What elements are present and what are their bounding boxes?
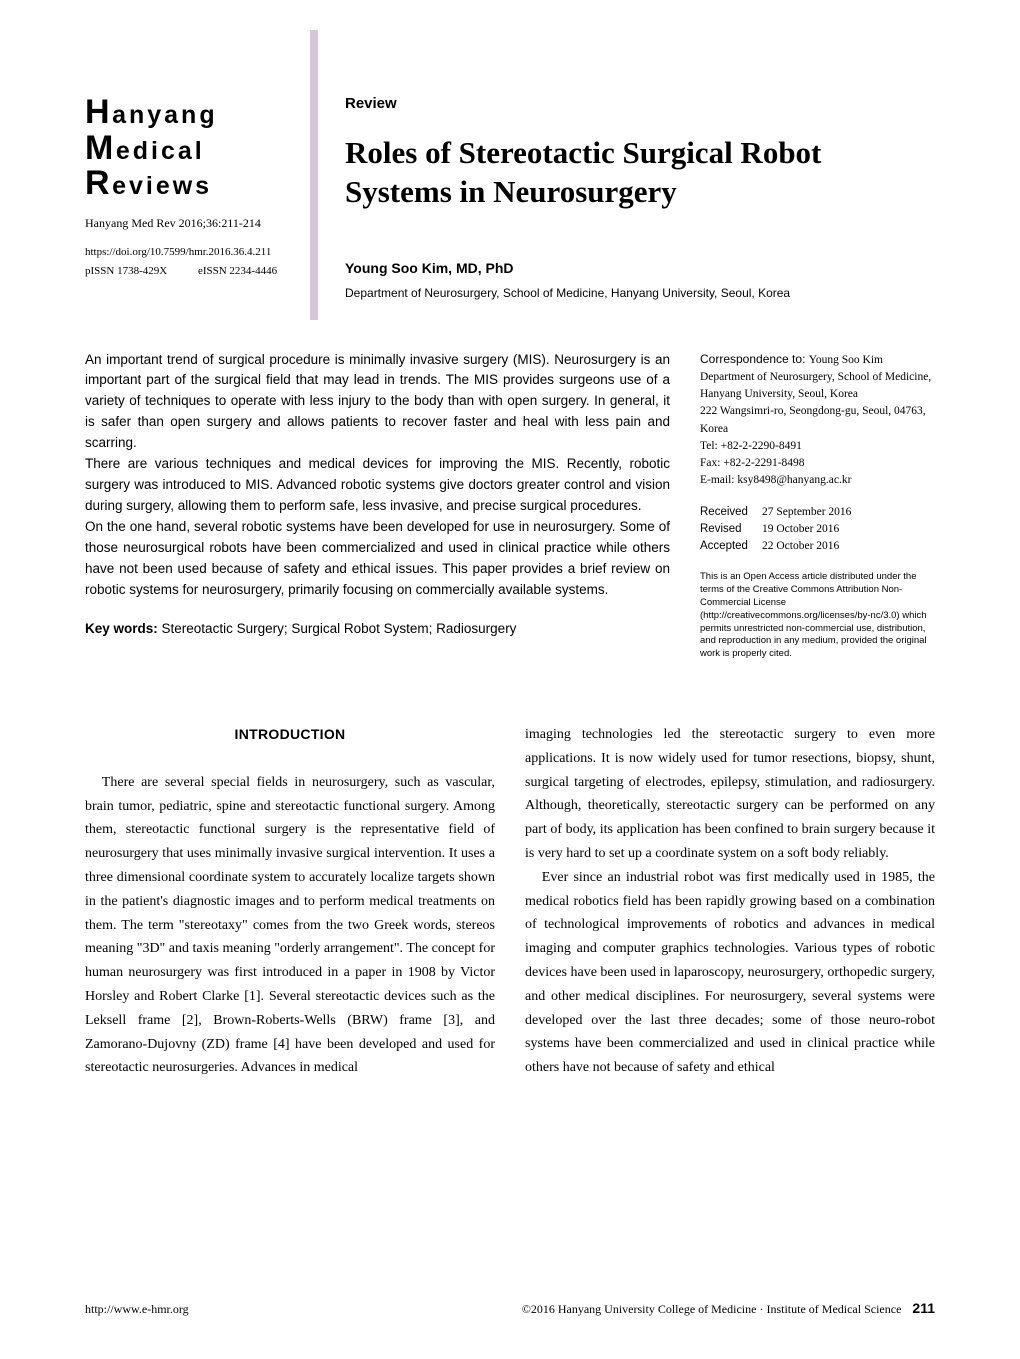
accepted-date: 22 October 2016 bbox=[762, 540, 839, 552]
correspondence-name: Young Soo Kim bbox=[809, 354, 883, 366]
header-accent-bar bbox=[310, 30, 318, 320]
journal-rest-1: anyang bbox=[112, 102, 218, 128]
header-row: H anyang M edical R eviews Hanyang Med R… bbox=[85, 95, 935, 300]
footer-url[interactable]: http://www.e-hmr.org bbox=[85, 1302, 189, 1317]
page-footer: http://www.e-hmr.org ©2016 Hanyang Unive… bbox=[85, 1300, 935, 1317]
journal-initial-3: R bbox=[85, 166, 110, 202]
abstract-row: An important trend of surgical procedure… bbox=[85, 350, 935, 661]
footer-copyright: ©2016 Hanyang University College of Medi… bbox=[522, 1302, 902, 1316]
article-title: Roles of Stereotactic Surgical Robot Sys… bbox=[345, 134, 935, 212]
body-paragraph: Ever since an industrial robot was first… bbox=[525, 866, 935, 1080]
correspondence-label: Correspondence to: bbox=[700, 352, 809, 366]
body-column-right: imaging technologies led the stereotacti… bbox=[525, 723, 935, 1080]
abstract-column: An important trend of surgical procedure… bbox=[85, 350, 670, 661]
page-number: 211 bbox=[912, 1300, 935, 1316]
correspondence-email: E-mail: ksy8498@hanyang.ac.kr bbox=[700, 472, 935, 489]
journal-rest-2: edical bbox=[116, 138, 205, 164]
body-text-row: INTRODUCTION There are several special f… bbox=[85, 723, 935, 1080]
journal-name: H anyang M edical R eviews bbox=[85, 95, 300, 202]
title-column: Review Roles of Stereotactic Surgical Ro… bbox=[340, 95, 935, 300]
citation: Hanyang Med Rev 2016;36:211-214 bbox=[85, 214, 300, 232]
article-type-label: Review bbox=[345, 95, 935, 112]
correspondence-sidebar: Correspondence to: Young Soo Kim Departm… bbox=[700, 350, 935, 661]
journal-rest-3: eviews bbox=[112, 173, 212, 199]
revised-date: 19 October 2016 bbox=[762, 523, 839, 535]
received-label: Received bbox=[700, 504, 762, 521]
body-paragraph: imaging technologies led the stereotacti… bbox=[525, 723, 935, 866]
correspondence-tel: Tel: +82-2-2290-8491 bbox=[700, 438, 935, 455]
accepted-label: Accepted bbox=[700, 538, 762, 555]
correspondence-address: Department of Neurosurgery, School of Me… bbox=[700, 369, 935, 404]
author-affiliation: Department of Neurosurgery, School of Me… bbox=[345, 286, 935, 300]
journal-initial-1: H bbox=[85, 95, 110, 131]
eissn: eISSN 2234-4446 bbox=[198, 265, 277, 277]
correspondence-fax: Fax: +82-2-2291-8498 bbox=[700, 455, 935, 472]
issn-block: pISSN 1738-429X eISSN 2234-4446 bbox=[85, 263, 300, 280]
body-paragraph: There are several special fields in neur… bbox=[85, 771, 495, 1080]
abstract-paragraph: On the one hand, several robotic systems… bbox=[85, 517, 670, 601]
footer-right: ©2016 Hanyang University College of Medi… bbox=[522, 1300, 935, 1317]
section-heading-introduction: INTRODUCTION bbox=[85, 723, 495, 747]
dates-block: Received27 September 2016 Revised19 Octo… bbox=[700, 504, 935, 556]
received-date: 27 September 2016 bbox=[762, 506, 851, 518]
pissn: pISSN 1738-429X bbox=[85, 265, 167, 277]
keywords-text: Stereotactic Surgery; Surgical Robot Sys… bbox=[158, 621, 517, 636]
license-text: This is an Open Access article distribut… bbox=[700, 571, 935, 661]
abstract-paragraph: There are various techniques and medical… bbox=[85, 454, 670, 517]
journal-initial-2: M bbox=[85, 131, 114, 167]
abstract-paragraph: An important trend of surgical procedure… bbox=[85, 350, 670, 455]
doi-link[interactable]: https://doi.org/10.7599/hmr.2016.36.4.21… bbox=[85, 244, 300, 261]
journal-info-column: H anyang M edical R eviews Hanyang Med R… bbox=[85, 95, 300, 300]
correspondence-heading: Correspondence to: Young Soo Kim bbox=[700, 350, 935, 369]
keywords-label: Key words: bbox=[85, 621, 158, 636]
revised-label: Revised bbox=[700, 521, 762, 538]
body-column-left: INTRODUCTION There are several special f… bbox=[85, 723, 495, 1080]
correspondence-address-2: 222 Wangsimri-ro, Seongdong-gu, Seoul, 0… bbox=[700, 403, 935, 438]
author-name: Young Soo Kim, MD, PhD bbox=[345, 260, 935, 276]
keywords-block: Key words: Stereotactic Surgery; Surgica… bbox=[85, 619, 670, 640]
